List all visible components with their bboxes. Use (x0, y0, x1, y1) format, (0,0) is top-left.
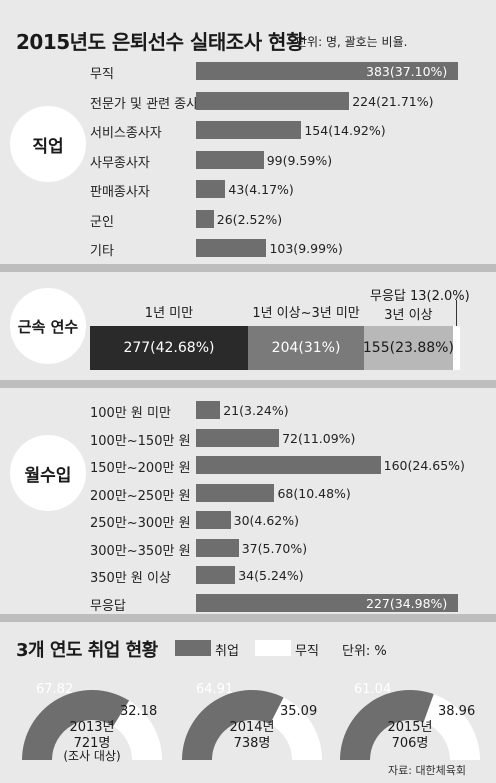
donut-svg (22, 690, 162, 760)
tenure-circle-label: 근속 연수 (10, 288, 86, 364)
employment-donut: 61.04 38.96 2015년 706명 (340, 668, 480, 760)
donut-count: 721명 (73, 736, 111, 751)
occupation-value-label: 383(37.10%) (366, 64, 448, 79)
occupation-value-label: 154(14.92%) (304, 123, 386, 138)
income-value-label: 72(11.09%) (282, 430, 356, 446)
donut-year: 2014년 (229, 720, 275, 735)
legend-employed-swatch (175, 640, 211, 656)
tenure-header-label: 1년 미만 (144, 306, 194, 321)
occupation-bar (196, 209, 214, 228)
donut-employed-value: 67.82 (36, 682, 74, 697)
income-value-label: 160(24.65%) (383, 458, 465, 473)
occupation-category-label: 전문가 및 관련 종사자 (90, 96, 211, 112)
donut-employed-arc (22, 690, 130, 760)
income-value-label: 34(5.24%) (238, 568, 304, 583)
donut-employed-arc (182, 690, 284, 760)
income-bar (196, 401, 221, 419)
income-value-label: 227(34.98%) (366, 595, 448, 611)
occupation-bar (196, 180, 226, 198)
divider (0, 264, 496, 272)
income-category-label: 무응답 (90, 598, 126, 614)
occupation-category-label: 기타 (90, 244, 114, 259)
occupation-category-label: 군인 (90, 214, 114, 230)
occupation-value-label: 43(4.17%) (228, 182, 294, 197)
source-credit: 자료: 대한체육회 (388, 764, 467, 777)
tenure-header-label: 1년 이상~3년 미만 (252, 306, 360, 321)
employment-donut: 64.91 35.09 2014년 738명 (182, 668, 322, 760)
donut-year: 2013년 (69, 720, 115, 735)
tenure-noresponse-label: 무응답 13(2.0%) (370, 289, 470, 304)
tenure-header-label: 3년 이상 (384, 308, 433, 323)
donut-unemployed-arc (270, 697, 322, 760)
income-category-label: 150만~200만 원 (90, 461, 191, 476)
tenure-segment: 204(31%) (247, 326, 365, 370)
income-bar (196, 428, 280, 447)
donut-employed-value: 61.04 (354, 682, 392, 697)
donut-unemployed-value: 32.18 (120, 704, 158, 719)
income-category-label: 350만 원 이상 (90, 571, 171, 586)
occupation-bar (196, 239, 267, 257)
donut-unemployed-value: 35.09 (280, 704, 318, 719)
donut-svg (182, 690, 322, 760)
donut-note: (조사 대상) (63, 749, 121, 763)
occupation-value-label: 103(9.99%) (269, 241, 343, 256)
occupation-category-label: 판매종사자 (90, 185, 150, 200)
donut-svg (340, 690, 480, 760)
income-bar (196, 538, 239, 557)
income-category-label: 250만~300만 원 (90, 516, 191, 531)
donut-employed-arc (340, 690, 434, 760)
occupation-value-label: 26(2.52%) (216, 211, 283, 227)
income-circle-label: 월수입 (10, 435, 86, 511)
occupation-bar (196, 91, 350, 110)
unit-note: 단위: 명, 괄호는 비율. (296, 35, 408, 49)
income-value-label: 21(3.24%) (223, 403, 289, 418)
occupation-category-label: 서비스종사자 (90, 126, 162, 141)
legend-unit: 단위: % (342, 644, 387, 659)
donut-count: 706명 (391, 736, 429, 751)
page-title: 2015년도 은퇴선수 실태조사 현황 (16, 30, 304, 54)
income-bar (196, 456, 381, 474)
divider (0, 380, 496, 388)
donut-year: 2015년 (387, 720, 433, 735)
donut-unemployed-value: 38.96 (438, 704, 476, 719)
donut-employed-value: 64.91 (196, 682, 234, 697)
employment-donut: 67.82 32.18 2013년 721명 (조사 대상) (22, 668, 162, 763)
donut-unemployed-arc (423, 694, 480, 760)
tenure-segment: 277(42.68%) (90, 326, 248, 370)
income-bar (196, 566, 236, 584)
divider (0, 614, 496, 622)
legend-unemployed-swatch (255, 640, 291, 656)
occupation-bar (196, 62, 458, 80)
income-category-label: 100만 원 미만 (90, 406, 171, 421)
income-bar (196, 511, 231, 529)
income-category-label: 100만~150만 원 (90, 433, 191, 449)
income-value-label: 37(5.70%) (241, 540, 308, 556)
income-value-label: 30(4.62%) (233, 513, 299, 528)
occupation-value-label: 99(9.59%) (266, 152, 333, 168)
tenure-noresponse-leader (456, 300, 457, 326)
tenure-segment (452, 326, 460, 370)
occupation-bar (196, 121, 302, 139)
income-category-label: 300만~350만 원 (90, 543, 191, 559)
income-value-label: 68(10.48%) (277, 485, 351, 501)
donut-count: 738명 (233, 736, 271, 751)
occupation-value-label: 224(21.71%) (352, 93, 434, 109)
income-category-label: 200만~250만 원 (90, 488, 191, 504)
legend-unemployed-label: 무직 (295, 644, 319, 659)
occupation-category-label: 무직 (90, 67, 114, 82)
employment-title: 3개 연도 취업 현황 (16, 640, 158, 661)
occupation-circle-label: 직업 (10, 106, 86, 182)
income-bar (196, 483, 275, 502)
donut-unemployed-arc (113, 700, 162, 760)
income-bar (196, 593, 458, 612)
tenure-segment: 155(23.88%) (363, 326, 454, 370)
legend-employed-label: 취업 (215, 644, 239, 659)
occupation-bar (196, 150, 264, 169)
occupation-category-label: 사무종사자 (90, 155, 150, 171)
